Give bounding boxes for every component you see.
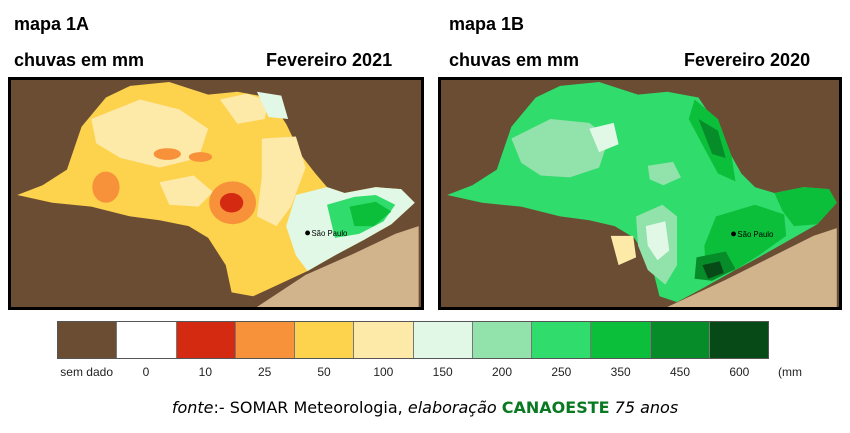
ocean-area xyxy=(667,228,837,307)
rain-zone-450 xyxy=(698,118,726,158)
rain-zone-150 xyxy=(256,91,289,119)
legend-swatch xyxy=(591,322,651,358)
map-1b-subtitle: chuvas em mm xyxy=(449,50,580,70)
source-prefix: fonte xyxy=(171,398,214,417)
source-caption: fonte:- SOMAR Meteorologia, elaboração C… xyxy=(0,398,850,417)
rain-zone-600 xyxy=(702,261,724,279)
legend-label: 350 xyxy=(610,365,631,379)
rain-zone-150 xyxy=(645,221,670,261)
source-middle: :- SOMAR Meteorologia, xyxy=(213,398,408,417)
rain-zone-100 xyxy=(610,235,637,266)
source-suffix: 75 anos xyxy=(614,398,679,417)
source-brand: CANAOESTE xyxy=(501,398,610,417)
rain-zone-100 xyxy=(256,136,306,227)
legend-swatch xyxy=(413,322,473,358)
rain-zone-150 xyxy=(589,122,619,153)
legend-unit: (mm xyxy=(778,365,802,379)
rain-zone-10 xyxy=(219,193,244,213)
legend-swatch xyxy=(650,322,710,358)
legend-label: 25 xyxy=(257,365,272,379)
legend-swatch xyxy=(709,322,768,358)
legend-label: sem dado xyxy=(60,365,114,379)
legend-label: 150 xyxy=(432,365,453,379)
legend-label: 10 xyxy=(198,365,213,379)
legend-swatch xyxy=(472,322,532,358)
rain-zone-100 xyxy=(91,99,209,168)
map-1a-title: mapa 1A xyxy=(14,14,90,34)
rain-zone-100 xyxy=(219,93,269,124)
rain-zone-25 xyxy=(188,152,213,162)
rain-zone-200 xyxy=(647,161,681,186)
legend-color-strip xyxy=(57,321,769,359)
legend-swatch xyxy=(354,322,414,358)
legend-label: 50 xyxy=(317,365,331,379)
legend-swatch xyxy=(295,322,355,358)
map-1a-period: Fevereiro 2021 xyxy=(266,50,393,70)
legend-label: 0 xyxy=(142,365,150,379)
legend-label: 600 xyxy=(729,365,750,379)
map-1a-svg: São Paulo xyxy=(13,80,419,307)
ocean-area xyxy=(256,226,419,307)
city-label: São Paulo xyxy=(311,229,347,238)
city-marker-icon xyxy=(731,231,736,237)
rain-zone-25 xyxy=(92,171,120,203)
legend-swatch xyxy=(235,322,295,358)
rain-zone-350 xyxy=(774,187,837,227)
legend-swatch xyxy=(176,322,236,358)
city-label: São Paulo xyxy=(737,230,773,239)
city-marker-icon xyxy=(305,230,311,236)
map-1b-frame: São Paulo xyxy=(438,77,842,310)
rain-zone-350 xyxy=(349,201,392,227)
legend-swatch xyxy=(117,322,177,358)
legend-label: 100 xyxy=(373,365,394,379)
map-1b-period: Fevereiro 2020 xyxy=(684,50,811,70)
legend-label: 200 xyxy=(491,365,513,379)
legend-label: 450 xyxy=(669,365,691,379)
legend-swatch xyxy=(532,322,592,358)
rain-zone-25 xyxy=(153,148,181,160)
legend-label: 250 xyxy=(551,365,572,379)
legend-swatch xyxy=(58,322,118,358)
source-elab: elaboração xyxy=(407,398,497,417)
map-1b-svg: São Paulo xyxy=(443,80,837,307)
rain-zone-100 xyxy=(159,175,214,207)
rain-zone-200 xyxy=(511,118,609,178)
map-1a-subtitle: chuvas em mm xyxy=(14,50,145,70)
map-1a-frame: São Paulo xyxy=(8,77,424,310)
map-1b-title: mapa 1B xyxy=(449,14,525,34)
